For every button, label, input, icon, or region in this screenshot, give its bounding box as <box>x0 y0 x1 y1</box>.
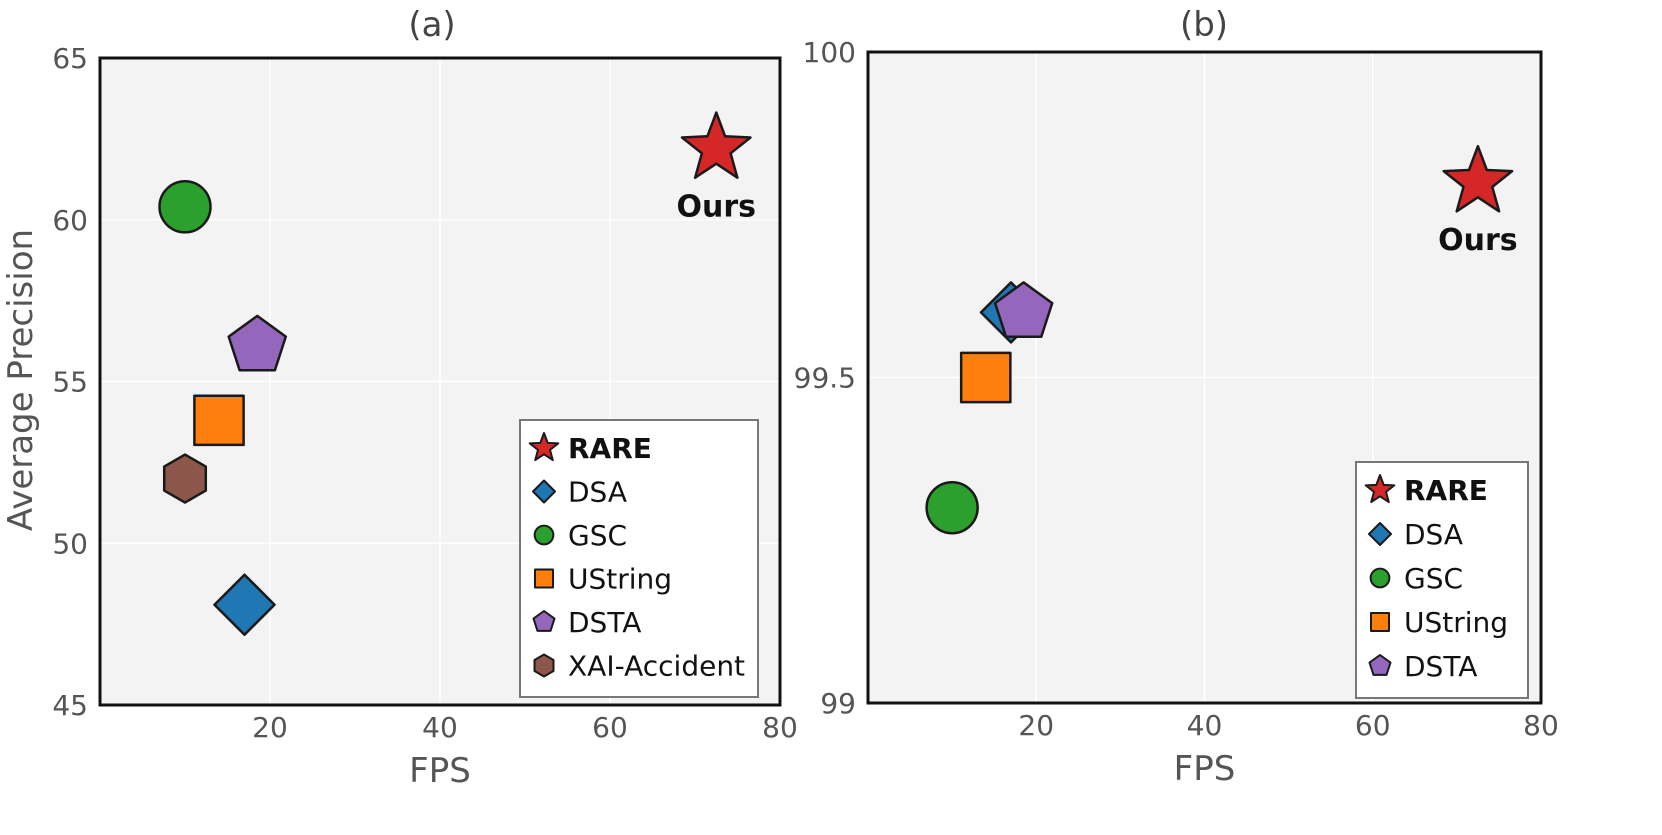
x-tick-label: 40 <box>422 711 458 744</box>
legend-marker-dsa <box>1368 522 1392 546</box>
panel-title: (b) <box>1180 5 1228 45</box>
x-tick-label: 60 <box>1355 709 1391 742</box>
legend-marker-dsa <box>532 479 556 504</box>
x-tick-label: 20 <box>252 711 288 744</box>
ours-annotation: Ours <box>676 190 756 225</box>
legend-marker-gsc <box>533 524 555 546</box>
legend-label-rare: RARE <box>1404 474 1488 507</box>
x-tick-label: 40 <box>1187 709 1223 742</box>
point-dsta <box>227 314 288 372</box>
legend-label-ustring: UString <box>568 563 672 596</box>
legend-box <box>519 419 759 698</box>
legend-marker-rare <box>1364 474 1396 504</box>
y-tick-label: 45 <box>52 689 88 722</box>
point-dsta <box>993 281 1054 338</box>
legend-label-rare: RARE <box>568 432 652 465</box>
legend-marker-gsc <box>1369 567 1391 589</box>
legend-label-dsa: DSA <box>1404 518 1463 551</box>
point-rare <box>1442 144 1514 213</box>
legend-label-dsta: DSTA <box>1404 650 1477 683</box>
legend-label-dsta: DSTA <box>568 606 641 639</box>
legend-marker-dsta <box>532 610 556 632</box>
point-gsc <box>925 480 979 535</box>
legend-marker-ustring <box>533 568 555 589</box>
x-axis-title: FPS <box>409 751 471 791</box>
panel-title: (a) <box>408 5 455 45</box>
legend-label-ustring: UString <box>1404 606 1508 639</box>
ours-annotation: Ours <box>1438 223 1518 258</box>
y-axis-title: Average Precision <box>1 229 41 531</box>
y-tick-label: 100 <box>803 36 856 69</box>
y-tick-label: 50 <box>52 527 88 560</box>
legend-marker-dsta <box>1368 654 1392 676</box>
y-tick-label: 55 <box>52 366 88 399</box>
point-ustring <box>193 394 245 447</box>
y-tick-label: 99 <box>820 687 856 720</box>
x-tick-label: 80 <box>762 711 798 744</box>
legend-marker-ustring <box>1369 611 1391 633</box>
point-dsa <box>213 573 276 636</box>
plot-frame <box>866 50 1543 705</box>
panel-a: 20 40 60 80 45 50 55 60 65 FPS Average Precision (a… <box>1 5 798 791</box>
point-ustring <box>959 351 1012 404</box>
legend-marker-rare <box>528 432 560 462</box>
legend-marker-xai-accident <box>533 653 555 678</box>
x-tick-label: 80 <box>1523 709 1559 742</box>
panel-b: 20 40 60 80 99 99.5 100 FPS (b) Ours RARE DSA GSC USt… <box>794 5 1559 789</box>
legend: RARE DSA GSC UString DSTA XAI-Accident <box>519 419 759 698</box>
point-gsc <box>158 180 212 234</box>
x-tick-label: 60 <box>592 711 628 744</box>
legend-label-xai-accident: XAI-Accident <box>568 650 745 683</box>
x-tick-label: 20 <box>1018 709 1054 742</box>
plot-frame <box>98 56 782 707</box>
point-xai-accident <box>162 453 208 504</box>
point-rare <box>680 111 752 179</box>
y-tick-label: 60 <box>52 204 88 237</box>
x-axis-title: FPS <box>1174 749 1236 789</box>
legend-label-gsc: GSC <box>568 519 627 552</box>
legend-label-dsa: DSA <box>568 476 627 509</box>
legend: RARE DSA GSC UString DSTA <box>1355 461 1529 699</box>
y-tick-label: 65 <box>52 42 88 75</box>
legend-label-gsc: GSC <box>1404 562 1463 595</box>
y-tick-label: 99.5 <box>794 362 856 395</box>
